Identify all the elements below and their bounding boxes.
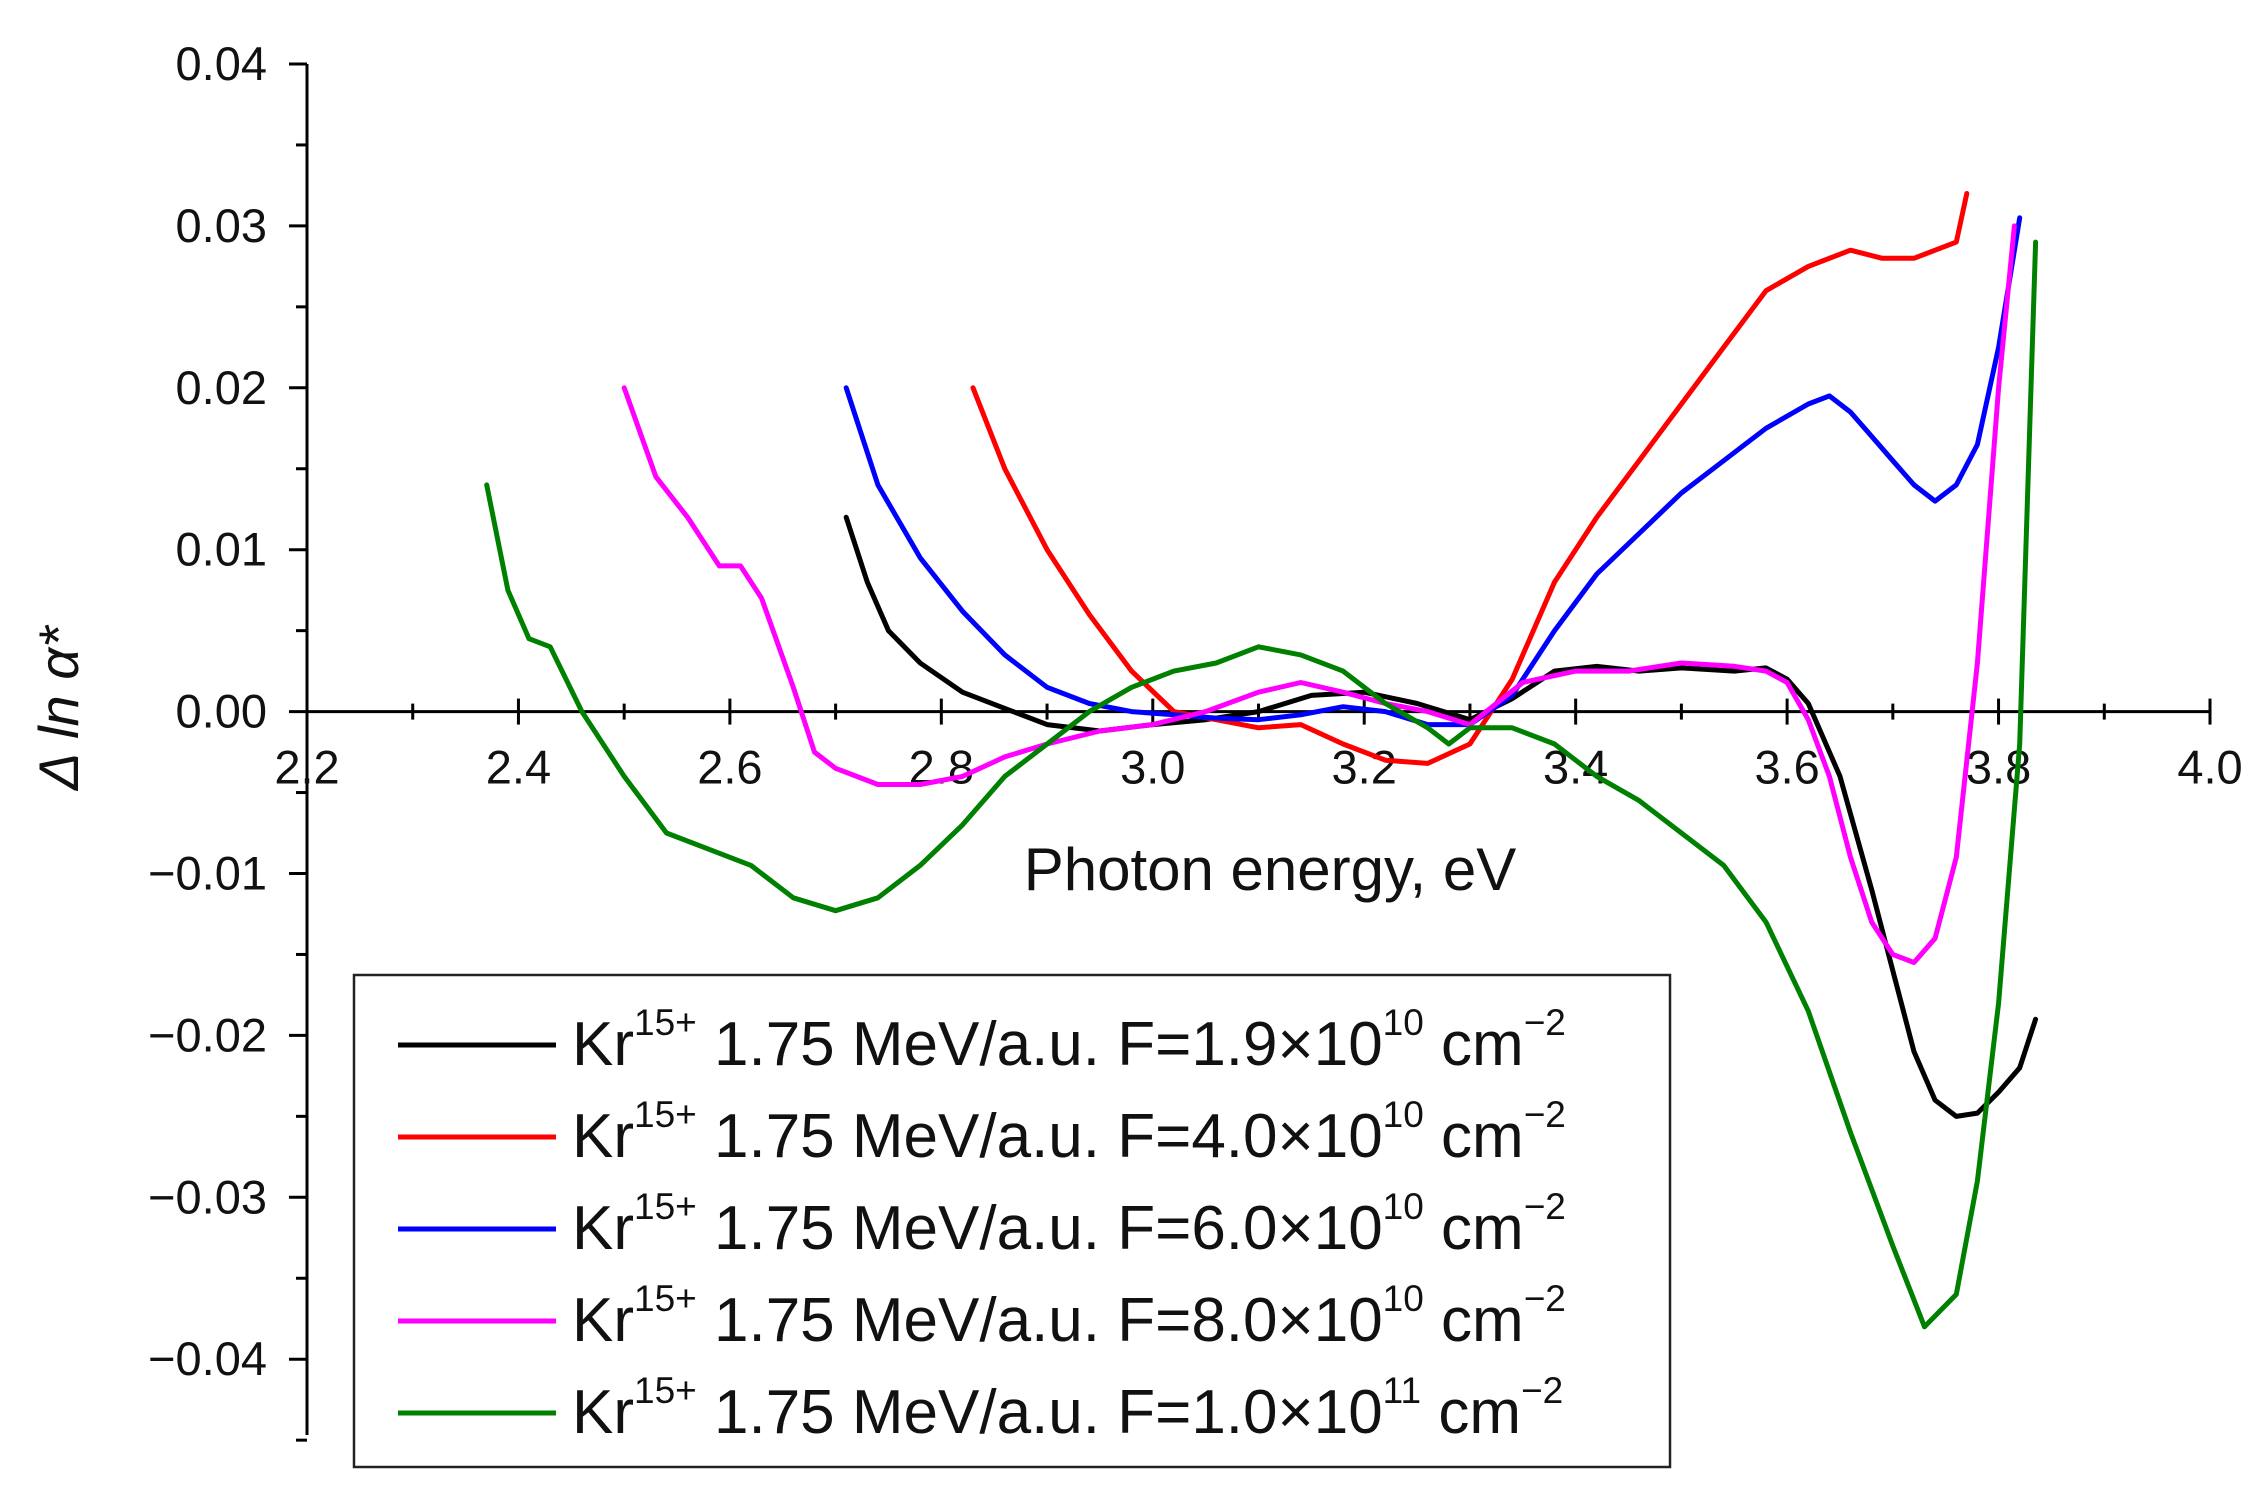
x-tick-label: 3.0: [1120, 741, 1185, 794]
legend-item: Kr15+ 1.75 MeV/a.u. F=4.0×1010 cm−2: [398, 1094, 1566, 1171]
legend-label: Kr15+ 1.75 MeV/a.u. F=1.0×1011 cm−2: [572, 1370, 1563, 1447]
series-lines: [484, 191, 2039, 1330]
y-tick-label: 0.00: [176, 685, 267, 738]
legend-item: Kr15+ 1.75 MeV/a.u. F=1.9×1010 cm−2: [398, 1002, 1566, 1079]
y-tick-label: 0.04: [176, 37, 267, 90]
legend: Kr15+ 1.75 MeV/a.u. F=1.9×1010 cm−2 Kr15+…: [352, 973, 1672, 1469]
legend-item: Kr15+ 1.75 MeV/a.u. F=1.0×1011 cm−2: [398, 1370, 1563, 1447]
x-tick-label: 4.0: [2177, 741, 2242, 794]
y-axis-title: Δ ln α*: [27, 624, 90, 792]
legend-label: Kr15+ 1.75 MeV/a.u. F=6.0×1010 cm−2: [572, 1186, 1566, 1263]
x-tick-label: 2.2: [274, 741, 339, 794]
series-line-5: [484, 239, 2039, 1330]
x-tick-label: 3.4: [1543, 741, 1608, 794]
legend-item: Kr15+ 1.75 MeV/a.u. F=6.0×1010 cm−2: [398, 1186, 1566, 1263]
x-tick-label: 3.6: [1754, 741, 1819, 794]
y-tick-label: −0.02: [148, 1008, 267, 1061]
y-tick-label: −0.01: [148, 847, 267, 900]
legend-item: Kr15+ 1.75 MeV/a.u. F=8.0×1010 cm−2: [398, 1278, 1566, 1355]
legend-label: Kr15+ 1.75 MeV/a.u. F=1.9×1010 cm−2: [572, 1002, 1566, 1079]
x-tick-label: 2.6: [697, 741, 762, 794]
series-line-3: [843, 215, 2023, 728]
y-tick-label: 0.02: [176, 361, 267, 414]
legend-box: [352, 973, 1672, 1469]
x-tick-labels: 2.2 2.4 2.6 2.8 3.0 3.2 3.4 3.6 3.8 4.0: [274, 741, 2242, 794]
y-tick-label: 0.03: [176, 199, 267, 252]
y-tick-label: −0.04: [148, 1332, 267, 1385]
y-tick-label: 0.01: [176, 523, 267, 576]
y-tick-label: −0.03: [148, 1170, 267, 1223]
legend-label: Kr15+ 1.75 MeV/a.u. F=8.0×1010 cm−2: [572, 1278, 1566, 1355]
series-line-2: [970, 191, 1970, 766]
x-axis-title: Photon energy, eV: [1024, 836, 1517, 903]
legend-label: Kr15+ 1.75 MeV/a.u. F=4.0×1010 cm−2: [572, 1094, 1566, 1171]
x-tick-label: 2.4: [486, 741, 551, 794]
tick-marks: [289, 62, 2212, 1442]
y-tick-labels: 0.04 0.03 0.02 0.01 0.00 −0.01 −0.02 −0.03 −0.04: [148, 37, 267, 1385]
x-tick-label: 3.2: [1332, 741, 1397, 794]
